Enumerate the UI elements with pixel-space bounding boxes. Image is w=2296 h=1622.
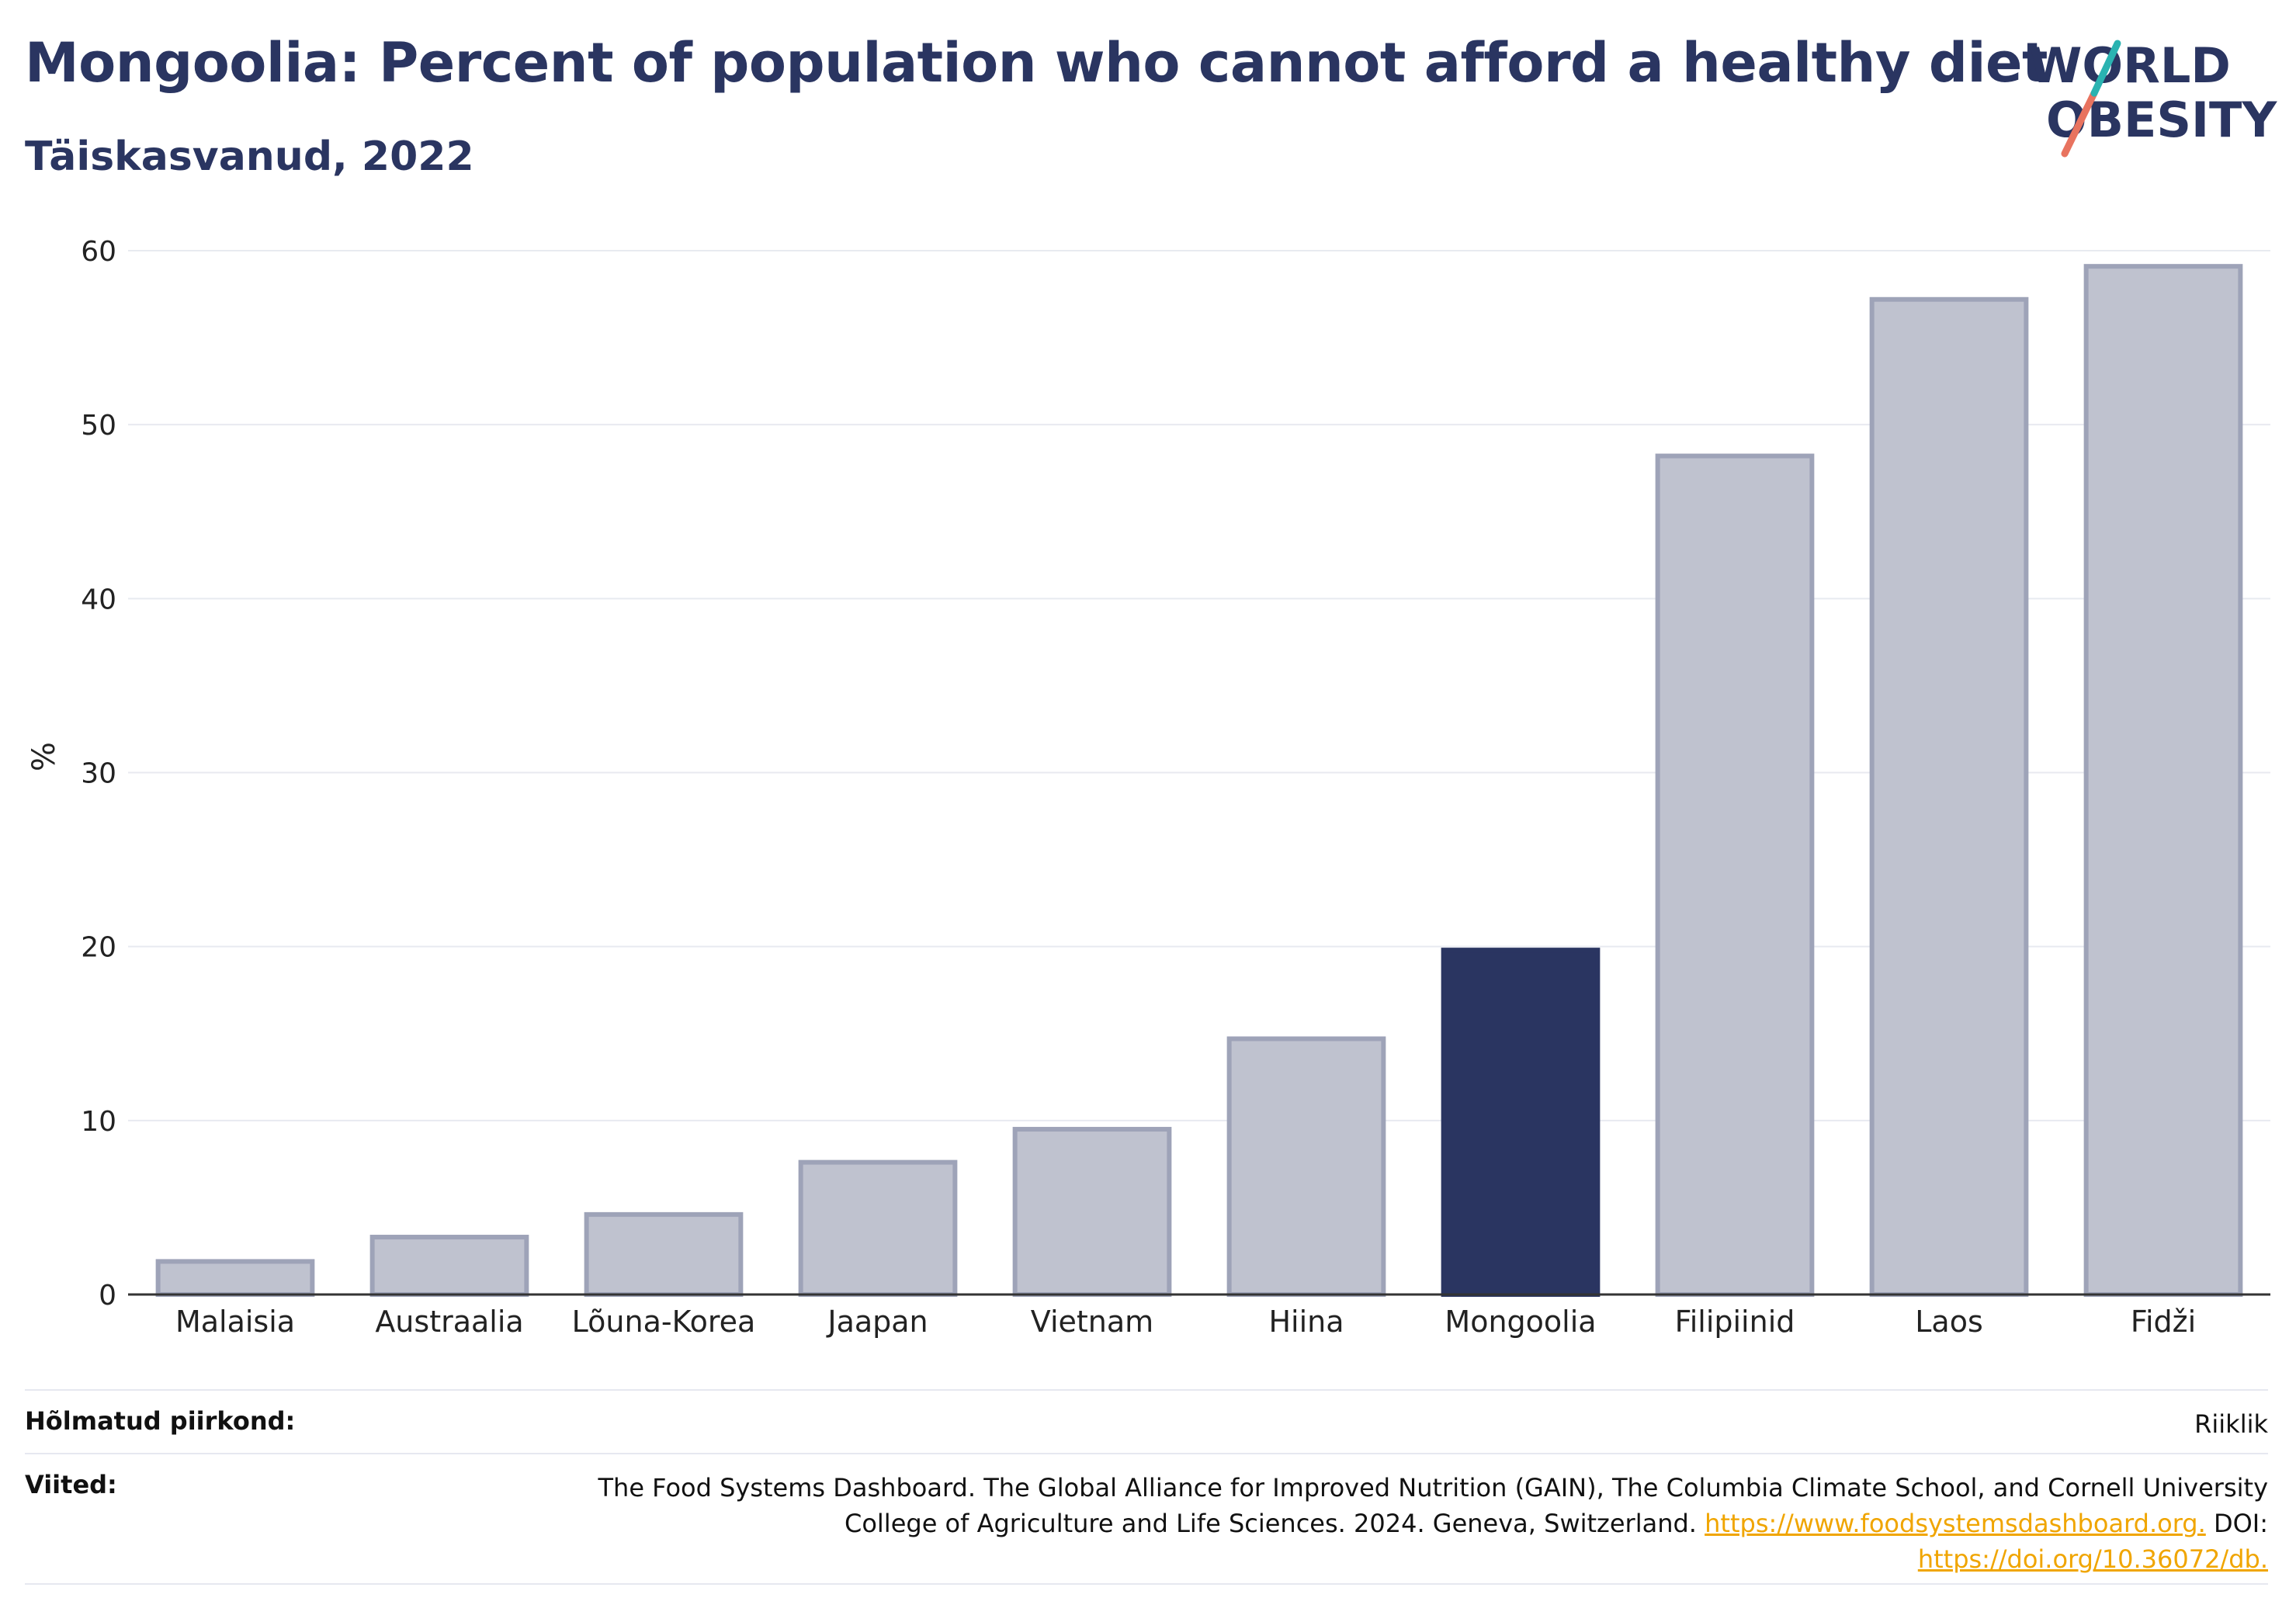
coverage-value: Riiklik <box>2194 1409 2268 1439</box>
references-row: Viited: The Food Systems Dashboard. The … <box>25 1470 2268 1586</box>
x-tick-label: Lõuna-Korea <box>572 1305 756 1339</box>
x-axis-categories: Malaisia Austraalia Lõuna-Korea Jaapan Vietn… <box>175 1305 2196 1339</box>
bar-lõuna-korea[interactable] <box>584 1211 744 1297</box>
bar-laos[interactable] <box>1869 296 2029 1297</box>
references-text: The Food Systems Dashboard. The Global A… <box>598 1470 2268 1577</box>
coverage-row: Hõlmatud piirkond: Riiklik <box>25 1406 2268 1445</box>
y-tick-label: 0 <box>99 1280 116 1312</box>
y-tick-label: 40 <box>81 584 116 615</box>
references-label: Viited: <box>25 1470 117 1499</box>
bar-chart: 0 10 20 30 40 50 60 Malaisia Austraalia Lõuna-Ko… <box>26 236 2270 1339</box>
references-line2-text: College of Agriculture and Life Sciences… <box>844 1509 1697 1538</box>
bar-malaisia[interactable] <box>155 1259 315 1297</box>
y-tick-label: 60 <box>81 236 116 268</box>
bar-filipiinid[interactable] <box>1655 453 1815 1297</box>
bar-mongoolia[interactable] <box>1441 948 1601 1298</box>
chart-bars <box>155 264 2243 1298</box>
y-tick-label: 50 <box>81 410 116 442</box>
x-tick-label: Jaapan <box>826 1305 928 1339</box>
x-tick-label: Filipiinid <box>1675 1305 1795 1339</box>
bar-jaapan[interactable] <box>798 1159 958 1297</box>
bar-fidži[interactable] <box>2083 264 2243 1297</box>
doi-label: DOI: <box>2213 1509 2268 1538</box>
page-title: Mongoolia: Percent of population who can… <box>25 31 2048 95</box>
foodsystems-link[interactable]: https://www.foodsystemsdashboard.org. <box>1705 1509 2206 1538</box>
x-tick-label: Malaisia <box>175 1305 295 1339</box>
logo-slash-teal-icon <box>2090 40 2121 97</box>
y-axis-label: % <box>26 742 62 771</box>
x-tick-label: Hiina <box>1268 1305 1344 1339</box>
logo-slash-coral-icon <box>2061 89 2098 158</box>
bar-hiina[interactable] <box>1226 1036 1386 1297</box>
y-tick-label: 30 <box>81 758 116 790</box>
world-obesity-logo: WORLD OBESITY <box>2029 37 2277 158</box>
references-line2: College of Agriculture and Life Sciences… <box>598 1506 2268 1541</box>
x-tick-label: Vietnam <box>1031 1305 1153 1339</box>
y-axis-ticks: 0 10 20 30 40 50 60 <box>81 236 116 1312</box>
footer-rule-bottom <box>25 1583 2268 1585</box>
doi-link[interactable]: https://doi.org/10.36072/db. <box>1917 1544 2268 1574</box>
bar-vietnam[interactable] <box>1012 1127 1172 1297</box>
bar-austraalia[interactable] <box>369 1235 529 1298</box>
footer-rule-mid <box>25 1453 2268 1454</box>
x-tick-label: Laos <box>1915 1305 1983 1339</box>
page-subtitle: Täiskasvanud, 2022 <box>25 133 474 180</box>
x-tick-label: Mongoolia <box>1445 1305 1596 1339</box>
x-tick-label: Austraalia <box>375 1305 523 1339</box>
y-tick-label: 20 <box>81 932 116 964</box>
y-tick-label: 10 <box>81 1106 116 1138</box>
coverage-label: Hõlmatud piirkond: <box>25 1406 296 1436</box>
footer-rule-top <box>25 1389 2268 1391</box>
logo-line1: WORLD <box>2029 37 2231 94</box>
x-tick-label: Fidži <box>2131 1305 2196 1339</box>
references-line1: The Food Systems Dashboard. The Global A… <box>598 1473 2268 1502</box>
